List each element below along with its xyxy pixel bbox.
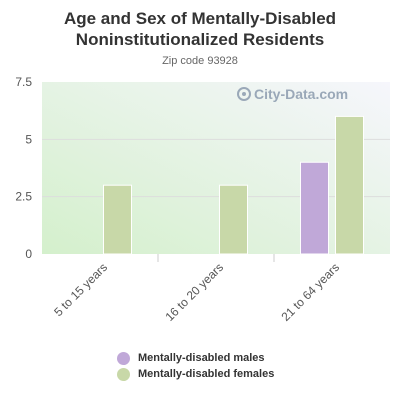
bar-females [335, 115, 364, 255]
watermark-text: City-Data.com [254, 86, 348, 102]
bar-males [300, 161, 329, 255]
bar-females [219, 184, 248, 255]
legend-label-males: Mentally-disabled males [138, 352, 265, 364]
chart-subtitle: Zip code 93928 [162, 55, 238, 67]
chart-title: Age and Sex of Mentally-Disabled Noninst… [63, 9, 337, 49]
legend-item-males: Mentally-disabled males [117, 350, 274, 366]
y-tick-label: 5 [25, 132, 32, 146]
x-tick-label: 16 to 20 years [162, 260, 226, 324]
watermark-search-icon-dot [242, 92, 246, 96]
watermark: City-Data.com [237, 86, 348, 102]
y-tick-label: 2.5 [15, 190, 32, 204]
legend: Mentally-disabled males Mentally-disable… [117, 350, 274, 382]
bar-females [103, 184, 132, 255]
plot-area [42, 82, 390, 254]
legend-swatch-females [117, 367, 130, 381]
watermark-search-icon [237, 87, 251, 101]
y-tick-label: 7.5 [15, 75, 32, 89]
x-tick-label: 21 to 64 years [278, 260, 342, 324]
x-tick-label: 5 to 15 years [51, 260, 110, 319]
legend-swatch-males [117, 351, 130, 365]
legend-item-females: Mentally-disabled females [117, 366, 274, 382]
y-tick-label: 0 [25, 247, 32, 261]
legend-label-females: Mentally-disabled females [138, 368, 275, 380]
